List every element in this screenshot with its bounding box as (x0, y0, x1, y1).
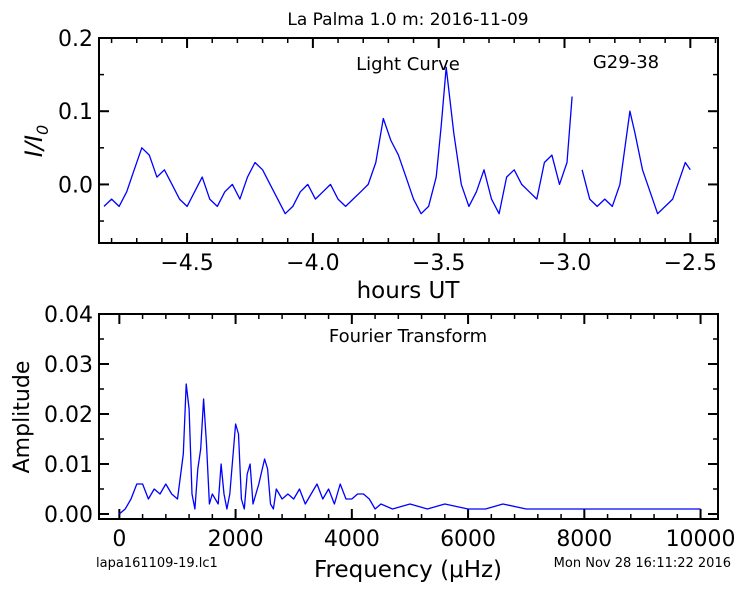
light-curve-x-label: hours UT (357, 278, 461, 304)
x-tick-label: −4.0 (286, 251, 339, 276)
x-tick-label: −3.0 (538, 251, 591, 276)
fourier-annotation: Fourier Transform (329, 326, 487, 347)
footer-filename: lapa161109-19.lc1 (96, 556, 218, 571)
x-tick-label: 4000 (324, 527, 380, 552)
y-tick-label: 0.01 (44, 453, 93, 478)
fourier-series (118, 383, 701, 515)
light-curve-annotation: Light Curve (356, 54, 460, 75)
light-curve-series (103, 66, 691, 215)
star-name-annotation: G29-38 (593, 52, 659, 73)
y-tick-label: 0.2 (58, 27, 93, 52)
x-tick-label: −2.5 (664, 251, 717, 276)
x-tick-label: −3.5 (412, 251, 465, 276)
light-curve-frame (98, 37, 719, 244)
fourier-x-label: Frequency (μHz) (314, 557, 502, 583)
x-tick-label: 0 (112, 527, 126, 552)
series-line (581, 110, 691, 215)
x-tick-label: −4.5 (160, 251, 213, 276)
x-tick-label: 6000 (440, 527, 496, 552)
series-line (103, 66, 573, 215)
figure-title: La Palma 1.0 m: 2016-11-09 (287, 10, 528, 30)
x-tick-label: 10000 (666, 527, 736, 552)
light-curve-ticks: −4.5 −4.0 −3.5 −3.0 −2.5 0.0 0.1 0.2 (58, 27, 718, 276)
footer-timestamp: Mon Nov 28 16:11:22 2016 (554, 556, 731, 571)
y-tick-label: 0.00 (44, 503, 93, 528)
y-tick-label: 0.0 (58, 173, 93, 198)
y-tick-label: 0.03 (44, 353, 93, 378)
series-line (118, 383, 701, 515)
fourier-y-label: Amplitude (10, 361, 35, 474)
x-tick-label: 8000 (556, 527, 612, 552)
light-curve-panel: −4.5 −4.0 −3.5 −3.0 −2.5 0.0 0.1 0.2 Light Curv… (20, 27, 719, 304)
fourier-panel: 0 2000 4000 6000 8000 10000 0.00 0.01 0.02 0.03 0.… (10, 303, 736, 583)
y-tick-label: 0.02 (44, 403, 93, 428)
y-tick-label: 0.1 (58, 100, 93, 125)
y-label-subscript: 0 (33, 125, 52, 135)
fourier-ticks: 0 2000 4000 6000 8000 10000 0.00 0.01 0.02 0.03 0.… (44, 303, 736, 552)
light-curve-y-label: I/I0 (20, 125, 52, 157)
y-label-main: I/I (20, 135, 48, 157)
fourier-frame (98, 313, 719, 520)
x-tick-label: 2000 (208, 527, 264, 552)
y-tick-label: 0.04 (44, 303, 93, 328)
